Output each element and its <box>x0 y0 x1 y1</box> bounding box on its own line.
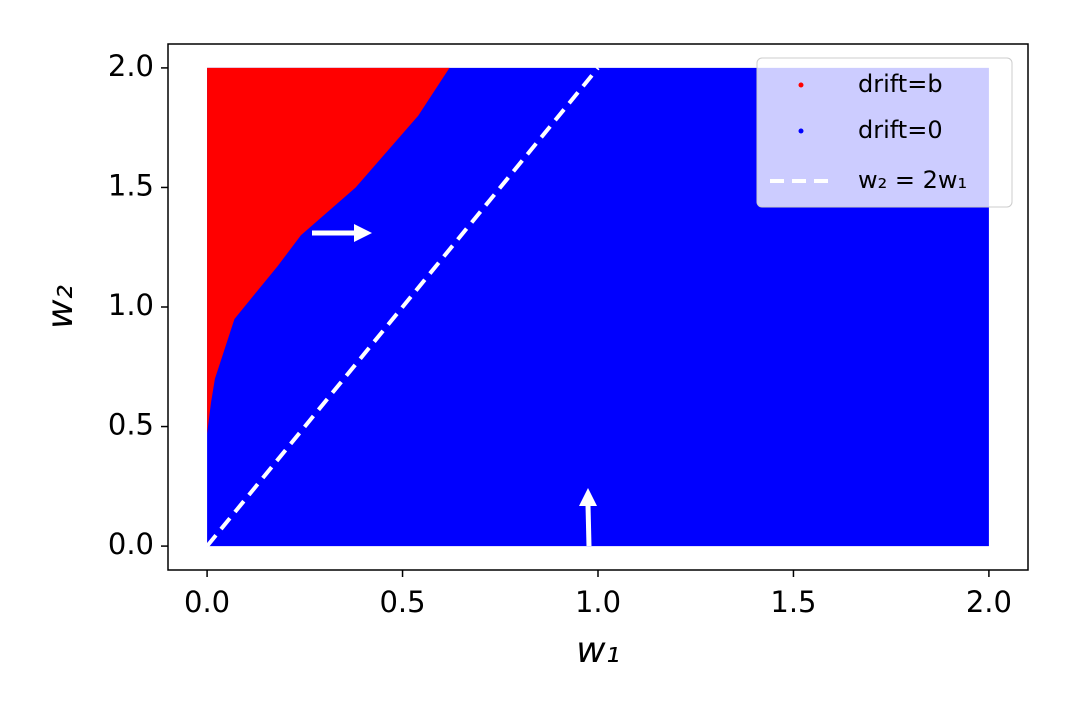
legend-label: drift=0 <box>858 116 943 144</box>
x-tick-label: 0.5 <box>379 585 425 619</box>
arrow <box>585 504 592 547</box>
legend-label: drift=b <box>858 70 943 98</box>
arrow-head <box>579 488 597 506</box>
y-tick-label: 0.5 <box>108 408 154 442</box>
y-tick-label: 0.0 <box>108 527 154 561</box>
x-tick-label: 2.0 <box>966 585 1012 619</box>
arrow-head <box>354 224 372 242</box>
y-tick-label: 2.0 <box>108 49 154 83</box>
x-axis-label: w₁ <box>576 630 620 671</box>
legend-swatch <box>798 128 804 134</box>
annotations <box>312 224 597 547</box>
legend-label: w₂ = 2w₁ <box>858 166 967 194</box>
legend-box <box>756 57 1013 208</box>
x-tick-label: 0.0 <box>184 585 230 619</box>
region <box>207 67 450 434</box>
y-tick-label: 1.0 <box>108 288 154 322</box>
y-axis-label: w₂ <box>40 285 81 329</box>
reference-line <box>205 66 600 548</box>
x-tick-label: 1.0 <box>575 585 621 619</box>
y-tick-label: 1.5 <box>108 168 154 202</box>
x-tick-label: 1.5 <box>770 585 816 619</box>
legend-swatch <box>798 82 804 88</box>
legend: drift=b drift=0 w₂ = 2w₁ <box>756 57 1013 208</box>
